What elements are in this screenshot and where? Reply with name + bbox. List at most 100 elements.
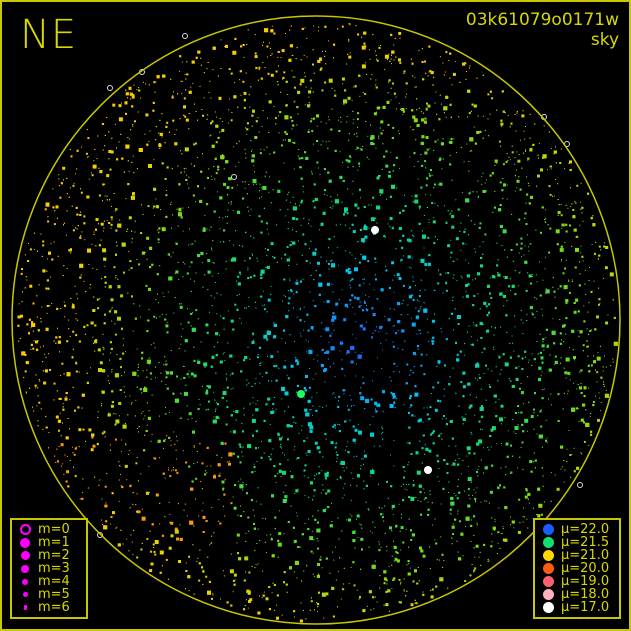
star-point xyxy=(303,439,306,442)
star-point xyxy=(544,268,546,270)
star-point xyxy=(342,83,344,85)
star-point xyxy=(452,277,454,279)
star-point xyxy=(526,176,528,178)
star-point xyxy=(347,441,349,443)
star-point xyxy=(80,235,82,237)
star-point xyxy=(539,410,542,413)
star-point xyxy=(324,189,326,192)
star-point xyxy=(306,564,308,566)
star-point xyxy=(198,515,200,517)
star-point xyxy=(507,115,509,117)
star-point xyxy=(174,469,177,472)
star-point xyxy=(313,358,315,360)
star-point xyxy=(334,397,336,398)
star-point xyxy=(178,279,180,280)
star-point xyxy=(170,201,172,203)
star-point xyxy=(383,235,386,238)
star-point xyxy=(499,181,502,184)
star-point xyxy=(84,239,86,241)
star-point xyxy=(511,145,513,147)
star-point xyxy=(467,487,470,490)
star-point xyxy=(457,323,460,325)
star-point xyxy=(393,392,395,395)
star-point xyxy=(473,489,475,491)
star-point xyxy=(398,602,400,604)
star-point xyxy=(234,303,237,306)
star-point xyxy=(69,149,71,151)
star-point xyxy=(299,332,301,334)
star-point xyxy=(490,446,492,448)
star-point xyxy=(332,362,334,364)
star-point xyxy=(584,269,586,271)
star-point xyxy=(371,74,373,76)
star-point xyxy=(309,425,314,430)
star-point xyxy=(58,336,61,339)
star-point xyxy=(193,359,196,362)
star-point xyxy=(465,413,467,415)
star-point xyxy=(217,168,220,171)
star-point xyxy=(370,530,372,532)
star-point xyxy=(368,158,370,160)
star-point xyxy=(599,397,601,399)
star-point xyxy=(185,562,187,564)
star-point xyxy=(346,116,348,117)
star-point xyxy=(437,183,439,185)
star-point xyxy=(403,255,405,257)
star-point xyxy=(108,382,110,384)
star-point xyxy=(450,251,453,254)
star-point xyxy=(193,445,195,447)
star-point xyxy=(318,451,321,454)
star-point xyxy=(500,119,503,122)
star-point xyxy=(366,605,368,607)
star-point xyxy=(86,324,89,327)
star-point xyxy=(580,201,582,203)
star-point xyxy=(101,123,103,125)
star-point xyxy=(121,327,123,330)
star-point xyxy=(426,413,429,416)
star-point xyxy=(325,327,330,332)
star-point xyxy=(75,362,78,365)
star-point xyxy=(249,402,251,404)
star-point xyxy=(415,307,417,309)
star-point xyxy=(520,411,523,414)
star-point xyxy=(296,515,298,517)
star-point xyxy=(565,299,569,303)
star-point xyxy=(94,476,96,478)
star-point xyxy=(317,30,319,32)
star-point xyxy=(274,609,275,611)
star-point xyxy=(582,220,584,222)
star-point xyxy=(249,106,251,108)
star-point xyxy=(462,371,466,375)
star-point xyxy=(357,473,359,475)
star-point xyxy=(269,176,270,178)
star-point xyxy=(372,521,374,523)
star-point xyxy=(518,218,521,221)
star-point xyxy=(348,133,350,135)
star-point xyxy=(381,516,384,518)
star-point xyxy=(168,546,172,550)
star-point xyxy=(79,236,82,239)
star-point xyxy=(280,476,282,477)
star-point xyxy=(208,91,210,93)
star-point xyxy=(130,129,132,131)
star-point xyxy=(228,177,232,181)
star-point xyxy=(395,550,398,553)
star-point xyxy=(472,279,474,281)
star-point xyxy=(520,247,523,250)
star-point xyxy=(283,162,285,164)
star-point xyxy=(486,329,490,333)
star-point xyxy=(170,203,172,205)
star-point xyxy=(104,485,107,488)
star-point xyxy=(402,110,405,113)
star-point xyxy=(382,431,384,433)
star-point xyxy=(130,403,132,405)
star-point xyxy=(349,513,351,515)
star-point xyxy=(377,403,381,407)
star-point xyxy=(335,442,337,444)
star-point xyxy=(550,147,552,149)
star-point xyxy=(583,440,586,443)
star-point xyxy=(564,371,568,375)
star-point xyxy=(560,445,564,449)
star-point xyxy=(463,354,465,356)
star-point xyxy=(473,295,476,297)
